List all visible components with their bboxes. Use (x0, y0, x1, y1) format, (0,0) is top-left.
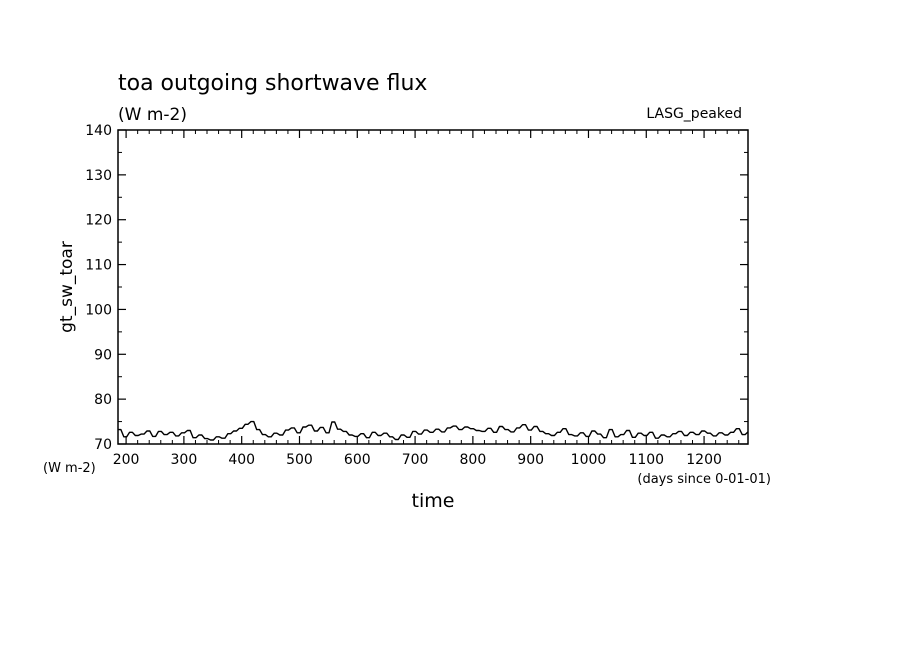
y-units-label: (W m-2) (43, 461, 96, 476)
model-label: LASG_peaked (646, 106, 742, 122)
x-tick-label: 600 (344, 452, 371, 468)
x-axis-ticks: 200 300 400 500 600 700 800 900 1000 1100 1200 (113, 130, 740, 468)
x-units-label: (days since 0-01-01) (637, 472, 771, 487)
y-tick-label: 100 (85, 302, 112, 318)
y-tick-label: 120 (85, 213, 112, 229)
x-tick-label: 1000 (571, 452, 607, 468)
y-axis-label: gt_sw_toar (57, 241, 77, 333)
x-axis-label: time (412, 490, 455, 512)
chart-title: toa outgoing shortwave flux (118, 71, 427, 96)
x-tick-label: 1200 (686, 452, 722, 468)
y-tick-label: 110 (85, 258, 112, 274)
x-tick-label: 1100 (628, 452, 664, 468)
x-tick-label: 900 (517, 452, 544, 468)
title-units-label: (W m-2) (118, 105, 187, 125)
y-tick-label: 70 (94, 437, 112, 453)
x-tick-label: 400 (228, 452, 255, 468)
series-line (118, 420, 749, 441)
y-axis-ticks: 70 80 90 100 110 120 130 140 (85, 123, 748, 453)
x-tick-label: 200 (113, 452, 140, 468)
x-tick-label: 800 (460, 452, 487, 468)
y-tick-label: 90 (94, 347, 112, 363)
y-tick-label: 80 (94, 392, 112, 408)
y-tick-label: 130 (85, 168, 112, 184)
plot-area (117, 129, 749, 445)
x-tick-label: 300 (171, 452, 198, 468)
y-tick-label: 140 (85, 123, 112, 139)
x-tick-label: 700 (402, 452, 429, 468)
x-tick-label: 500 (286, 452, 313, 468)
